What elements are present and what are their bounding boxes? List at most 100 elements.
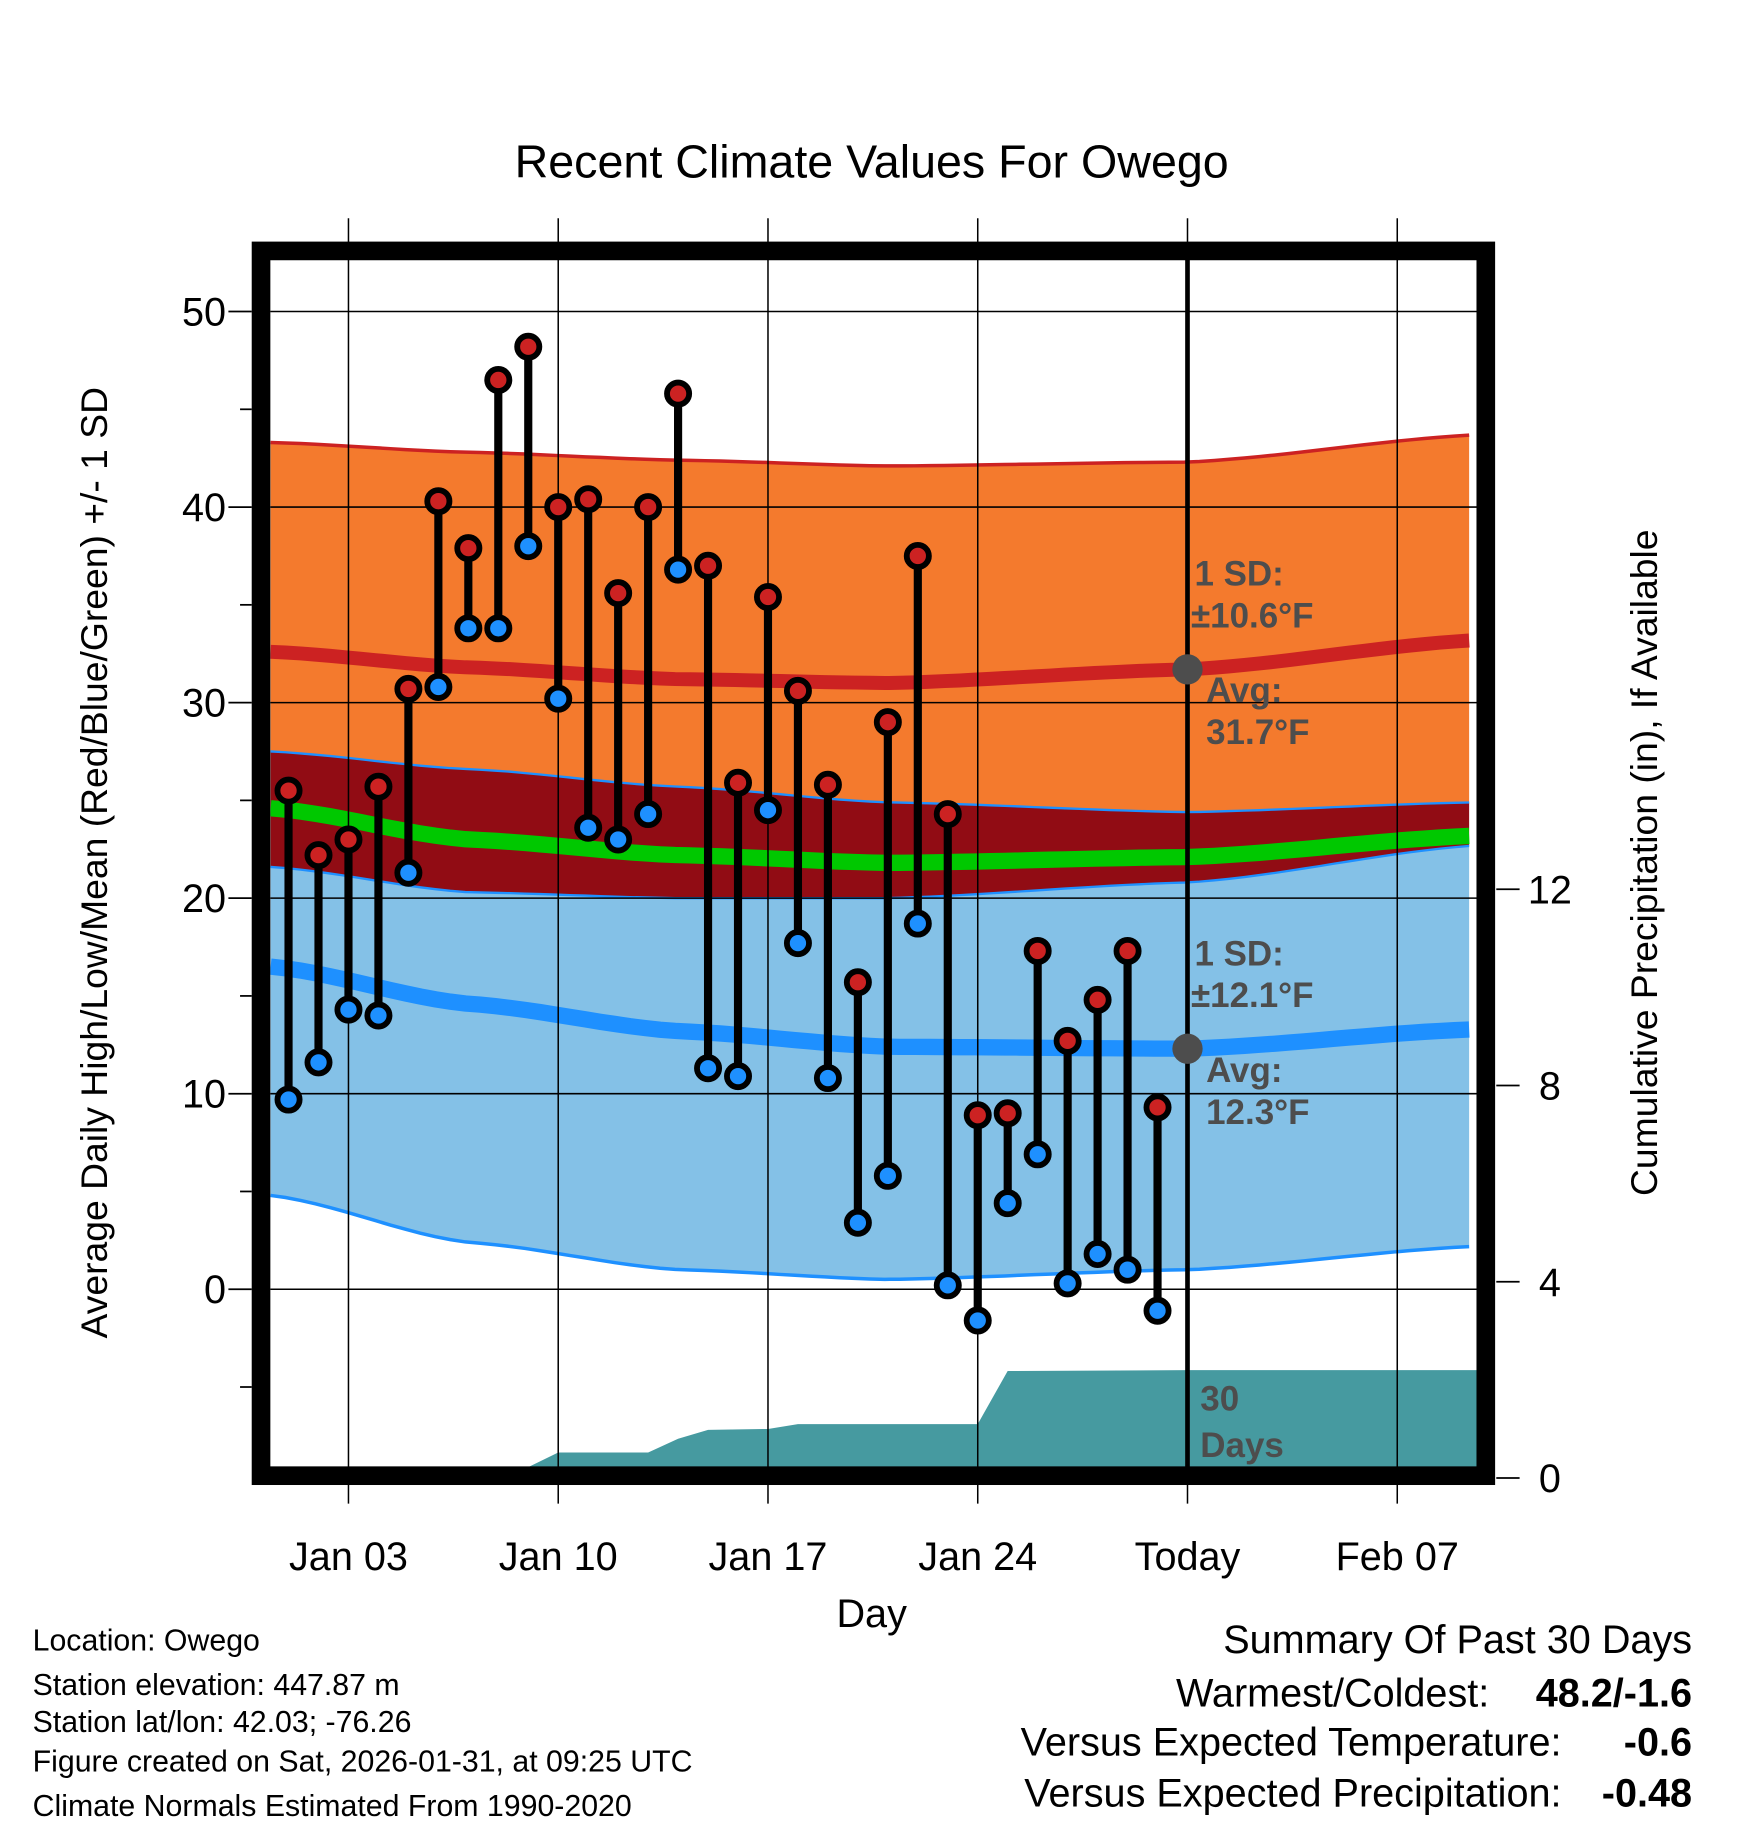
daily-high-point [514,332,543,361]
daily-low-point [364,1001,393,1030]
daily-low-point [514,532,543,561]
daily-high-point [933,800,962,829]
daily-high-point [574,485,603,514]
x-tick-label: Jan 17 [709,1535,828,1579]
y-axis-label: Average Daily High/Low/Mean (Red/Blue/Gr… [73,387,115,1338]
daily-high-point [424,487,453,516]
data-marks [274,332,1172,1335]
daily-low-point [574,813,603,842]
daily-low-point [963,1306,992,1335]
daily-high-point [783,676,812,705]
daily-high-point [724,768,753,797]
y-right-tick-label: 12 [1528,868,1572,912]
daily-high-point [394,674,423,703]
y-tick-label: 40 [182,486,226,530]
y-axis-right-label: Cumulative Precipitation (in), If Availa… [1623,529,1665,1196]
high-sd-value: ±10.6°F [1191,596,1314,635]
precip-area [496,1370,1478,1469]
daily-low-point [394,858,423,887]
high-avg-label: Avg: [1206,671,1282,710]
daily-low-point [903,909,932,938]
daily-high-point [1113,936,1142,965]
daily-low-point [753,796,782,825]
axis-ticks: 0 10 20 30 40 50 0 4 8 12 Jan 03 Jan 10 Jan 17 Jan 24… [182,291,1572,1580]
low-lower-line [270,1193,1470,1282]
daily-low-point [274,1085,303,1114]
high-avg-value: 31.7°F [1206,713,1309,752]
plot-area [270,433,1478,1469]
summary-temp-value: -0.6 [1624,1720,1692,1764]
y-right-tick-label: 4 [1539,1261,1561,1305]
summary-precip-label: Versus Expected Precipitation: [1024,1772,1561,1816]
daily-high-point [364,772,393,801]
low-avg-marker [1172,1033,1203,1064]
y-tick-label: 30 [182,682,226,726]
daily-low-point [813,1064,842,1093]
low-sd-value: ±12.1°F [1191,976,1314,1015]
daily-high-point [1023,936,1052,965]
daily-low-point [544,684,573,713]
x-tick-label: Feb 07 [1336,1535,1459,1579]
daily-high-point [544,493,573,522]
daily-low-point [334,995,363,1024]
summary-warm-cold-label: Warmest/Coldest: [1176,1671,1489,1715]
daily-high-point [604,579,633,608]
daily-high-point [304,841,333,870]
footer-elevation: Station elevation: 447.87 m [33,1669,400,1702]
daily-high-point [753,583,782,611]
y-tick-label: 50 [182,291,226,335]
daily-low-point [1053,1269,1082,1298]
footer-normals: Climate Normals Estimated From 1990-2020 [33,1790,632,1823]
daily-low-point [604,825,633,854]
summary-temp-label: Versus Expected Temperature: [1021,1720,1562,1764]
low-normal-line [270,958,1470,1057]
daily-low-point [424,672,453,701]
daily-low-point [873,1161,902,1190]
daily-low-point [454,614,483,643]
daily-high-point [694,551,723,580]
daily-high-point [903,541,932,570]
daily-low-point [724,1062,753,1091]
x-tick-label: Today [1135,1535,1241,1579]
daily-low-point [1143,1296,1172,1325]
daily-low-point [664,555,693,584]
daily-low-point [1113,1255,1142,1284]
x-tick-label: Jan 03 [289,1535,408,1579]
daily-low-point [634,800,663,829]
y-tick-label: 0 [204,1268,226,1312]
daily-high-point [843,968,872,997]
high-lower-line [270,750,1470,814]
low-avg-label: Avg: [1206,1051,1282,1090]
x-tick-label: Jan 24 [918,1535,1037,1579]
summary-precip-value: -0.48 [1602,1772,1692,1816]
footer-created: Figure created on Sat, 2026-01-31, at 09… [33,1746,693,1779]
y-tick-label: 10 [182,1073,226,1117]
y-right-tick-label: 8 [1539,1065,1561,1109]
y-right-tick-label: 0 [1539,1457,1561,1501]
daily-high-point [813,770,842,799]
low-sd-label: 1 SD: [1194,934,1283,973]
daily-high-point [1083,985,1112,1014]
daily-high-point [1143,1093,1172,1122]
low-sd-band [270,845,1470,1280]
high-avg-marker [1172,654,1203,685]
daily-high-point [664,379,693,408]
chart-title: Recent Climate Values For Owego [515,136,1229,188]
daily-low-point [783,929,812,958]
footer-location: Location: Owego [33,1624,260,1657]
daily-low-point [304,1048,333,1077]
daily-high-point [274,776,303,805]
low-avg-value: 12.3°F [1206,1093,1309,1132]
daily-high-point [454,534,483,563]
daily-high-point [1053,1026,1082,1055]
daily-low-point [1083,1240,1112,1269]
daily-low-point [694,1054,723,1083]
summary-title: Summary Of Past 30 Days [1223,1618,1692,1662]
daily-high-point [873,708,902,737]
daily-high-point [963,1101,992,1130]
precip-days-label: 30 [1200,1379,1239,1418]
daily-high-point [634,493,663,522]
footer-latlon: Station lat/lon: 42.03; -76.26 [33,1706,412,1739]
